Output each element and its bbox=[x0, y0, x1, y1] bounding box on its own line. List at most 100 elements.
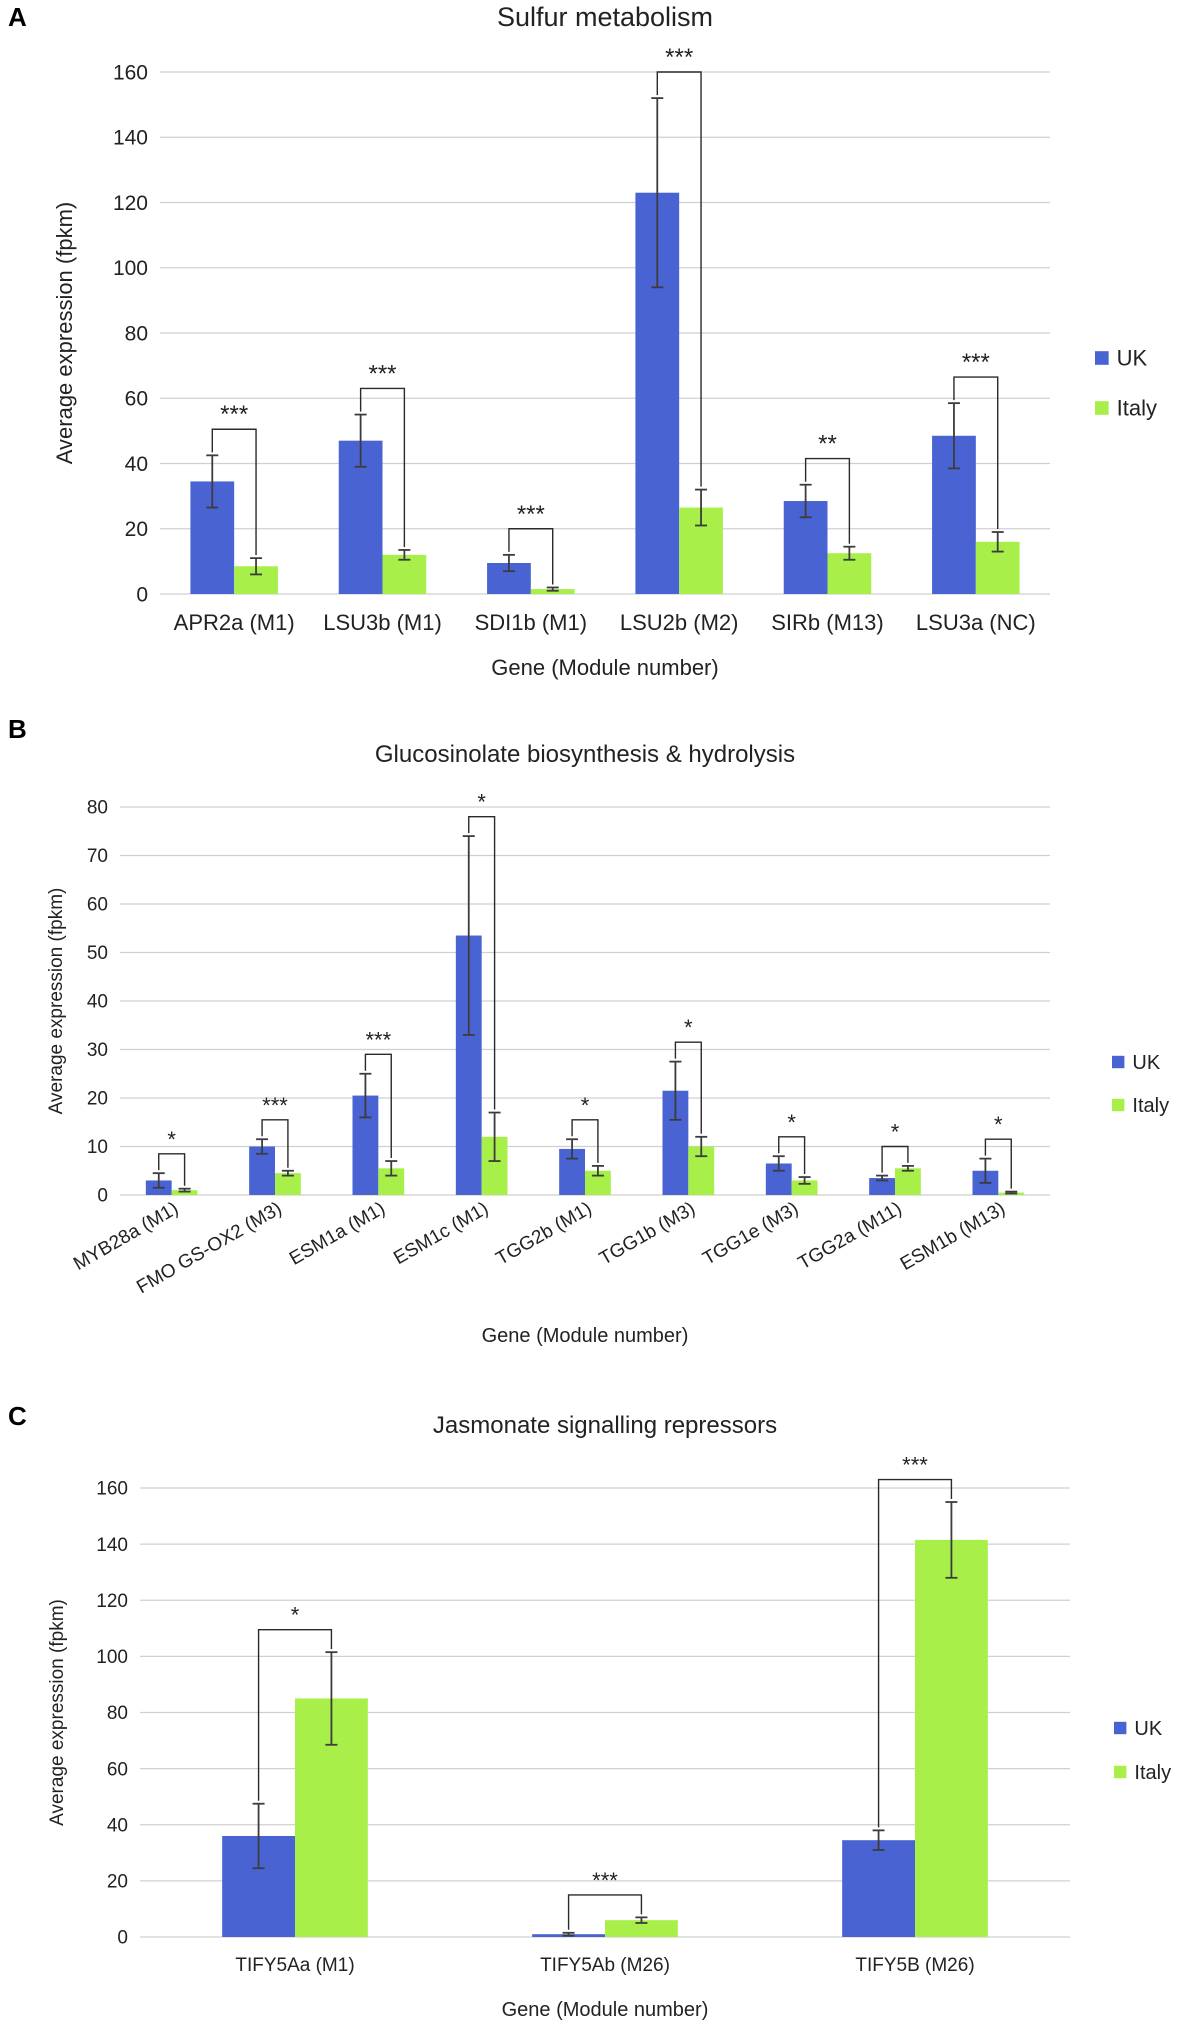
bar-italy bbox=[275, 1173, 301, 1195]
significance-label: * bbox=[167, 1127, 176, 1152]
y-tick-label: 20 bbox=[87, 1089, 108, 1110]
legend-label: UK bbox=[1134, 1718, 1162, 1740]
y-axis-label: Average expression (fpkm) bbox=[52, 202, 77, 465]
bar-italy bbox=[791, 1180, 818, 1195]
bar-italy bbox=[382, 554, 427, 594]
y-tick-label: 70 bbox=[87, 846, 108, 867]
significance-label: *** bbox=[220, 401, 248, 428]
y-axis-label: Average expression (fpkm) bbox=[46, 888, 67, 1115]
x-tick-label: TGG2b (M1) bbox=[493, 1198, 596, 1269]
significance-bracket bbox=[257, 1629, 333, 1801]
chart-title: Glucosinolate biosynthesis & hydrolysis bbox=[375, 741, 795, 768]
x-axis-label: Gene (Module number) bbox=[502, 1999, 709, 2021]
y-tick-label: 100 bbox=[96, 1647, 128, 1668]
y-tick-label: 80 bbox=[87, 798, 108, 819]
y-tick-label: 30 bbox=[87, 1040, 108, 1061]
significance-bracket bbox=[468, 816, 496, 1110]
significance-label: *** bbox=[665, 44, 693, 71]
significance-label: *** bbox=[517, 501, 545, 528]
significance-bracket bbox=[881, 1145, 909, 1173]
y-tick-label: 0 bbox=[136, 583, 148, 606]
significance-bracket bbox=[508, 528, 554, 585]
significance-label: *** bbox=[262, 1093, 288, 1118]
significance-bracket bbox=[984, 1138, 1012, 1189]
significance-label: *** bbox=[902, 1453, 928, 1478]
significance-label: * bbox=[891, 1120, 900, 1145]
panel-letter: A bbox=[8, 2, 27, 32]
significance-bracket bbox=[158, 1153, 186, 1186]
y-tick-label: 140 bbox=[113, 127, 148, 150]
legend-swatch-uk bbox=[1095, 351, 1109, 365]
chart-title: Jasmonate signalling repressors bbox=[433, 1412, 777, 1439]
y-axis-label: Average expression (fpkm) bbox=[47, 1599, 68, 1826]
x-tick-label: ESM1a (M1) bbox=[286, 1198, 389, 1270]
x-tick-label: SDI1b (M1) bbox=[475, 610, 587, 635]
significance-bracket bbox=[261, 1119, 289, 1168]
y-tick-label: 20 bbox=[107, 1872, 128, 1893]
x-axis-label: Gene (Module number) bbox=[491, 655, 718, 680]
legend-label: Italy bbox=[1134, 1762, 1171, 1784]
y-tick-label: 50 bbox=[87, 943, 108, 964]
y-tick-label: 40 bbox=[125, 453, 148, 476]
y-tick-label: 80 bbox=[125, 322, 148, 345]
significance-label: * bbox=[994, 1112, 1003, 1137]
legend-swatch-italy bbox=[1095, 401, 1109, 415]
y-tick-label: 120 bbox=[96, 1591, 128, 1612]
y-tick-label: 120 bbox=[113, 192, 148, 215]
significance-label: ** bbox=[818, 431, 837, 458]
significance-bracket bbox=[804, 457, 851, 544]
y-tick-label: 160 bbox=[113, 61, 148, 84]
legend-label: UK bbox=[1132, 1052, 1160, 1074]
legend-swatch-uk bbox=[1112, 1055, 1125, 1069]
bar-italy bbox=[605, 1920, 678, 1937]
x-tick-label: TGG1e (M3) bbox=[699, 1198, 802, 1269]
significance-bracket bbox=[877, 1478, 953, 1828]
y-tick-label: 80 bbox=[107, 1703, 128, 1724]
significance-label: *** bbox=[592, 1868, 618, 1893]
y-tick-label: 100 bbox=[113, 257, 148, 280]
significance-bracket bbox=[211, 428, 257, 556]
significance-bracket bbox=[364, 1053, 392, 1159]
chart-title: Sulfur metabolism bbox=[497, 2, 713, 32]
x-tick-label: TGG2a (M11) bbox=[795, 1198, 906, 1274]
significance-label: *** bbox=[962, 349, 990, 376]
x-tick-label: ESM1b (M13) bbox=[897, 1198, 1009, 1275]
x-tick-label: SIRb (M13) bbox=[771, 610, 883, 635]
x-tick-label: TIFY5B (M26) bbox=[855, 1955, 974, 1976]
y-tick-label: 40 bbox=[107, 1815, 128, 1836]
legend-swatch-italy bbox=[1112, 1098, 1125, 1112]
significance-bracket bbox=[567, 1894, 643, 1930]
panel-letter: C bbox=[8, 1401, 27, 1431]
x-tick-label: ESM1c (M1) bbox=[390, 1198, 492, 1269]
panel-letter: B bbox=[8, 714, 27, 744]
significance-bracket bbox=[656, 71, 702, 487]
x-tick-label: LSU3b (M1) bbox=[323, 610, 442, 635]
x-tick-label: APR2a (M1) bbox=[174, 610, 295, 635]
bar-italy bbox=[895, 1168, 921, 1195]
x-tick-label: TIFY5Aa (M1) bbox=[235, 1955, 354, 1976]
legend-swatch-italy bbox=[1114, 1765, 1127, 1779]
chart-panel-c: C Jasmonate signalling repressors 0 20 40 60 8… bbox=[8, 1401, 1171, 2021]
y-tick-label: 10 bbox=[87, 1137, 108, 1158]
y-tick-label: 160 bbox=[96, 1479, 128, 1500]
legend-label: Italy bbox=[1117, 396, 1157, 421]
significance-label: *** bbox=[365, 1027, 391, 1052]
significance-label: * bbox=[581, 1093, 590, 1118]
significance-bracket bbox=[571, 1119, 599, 1163]
bar-uk bbox=[869, 1178, 895, 1195]
x-tick-label: TGG1b (M3) bbox=[596, 1198, 699, 1269]
legend: UK Italy bbox=[1112, 1052, 1169, 1117]
bar-italy bbox=[171, 1190, 198, 1195]
significance-bracket bbox=[778, 1136, 806, 1175]
y-tick-label: 60 bbox=[87, 895, 108, 916]
significance-bracket bbox=[359, 387, 406, 547]
x-tick-label: LSU2b (M2) bbox=[620, 610, 739, 635]
significance-label: * bbox=[477, 790, 486, 815]
bar-uk bbox=[842, 1840, 915, 1937]
x-tick-label: TIFY5Ab (M26) bbox=[540, 1955, 670, 1976]
x-axis-label: Gene (Module number) bbox=[482, 1325, 689, 1347]
y-tick-label: 20 bbox=[125, 518, 148, 541]
y-tick-label: 40 bbox=[87, 992, 108, 1013]
x-tick-label: LSU3a (NC) bbox=[916, 610, 1036, 635]
significance-label: * bbox=[684, 1015, 693, 1040]
